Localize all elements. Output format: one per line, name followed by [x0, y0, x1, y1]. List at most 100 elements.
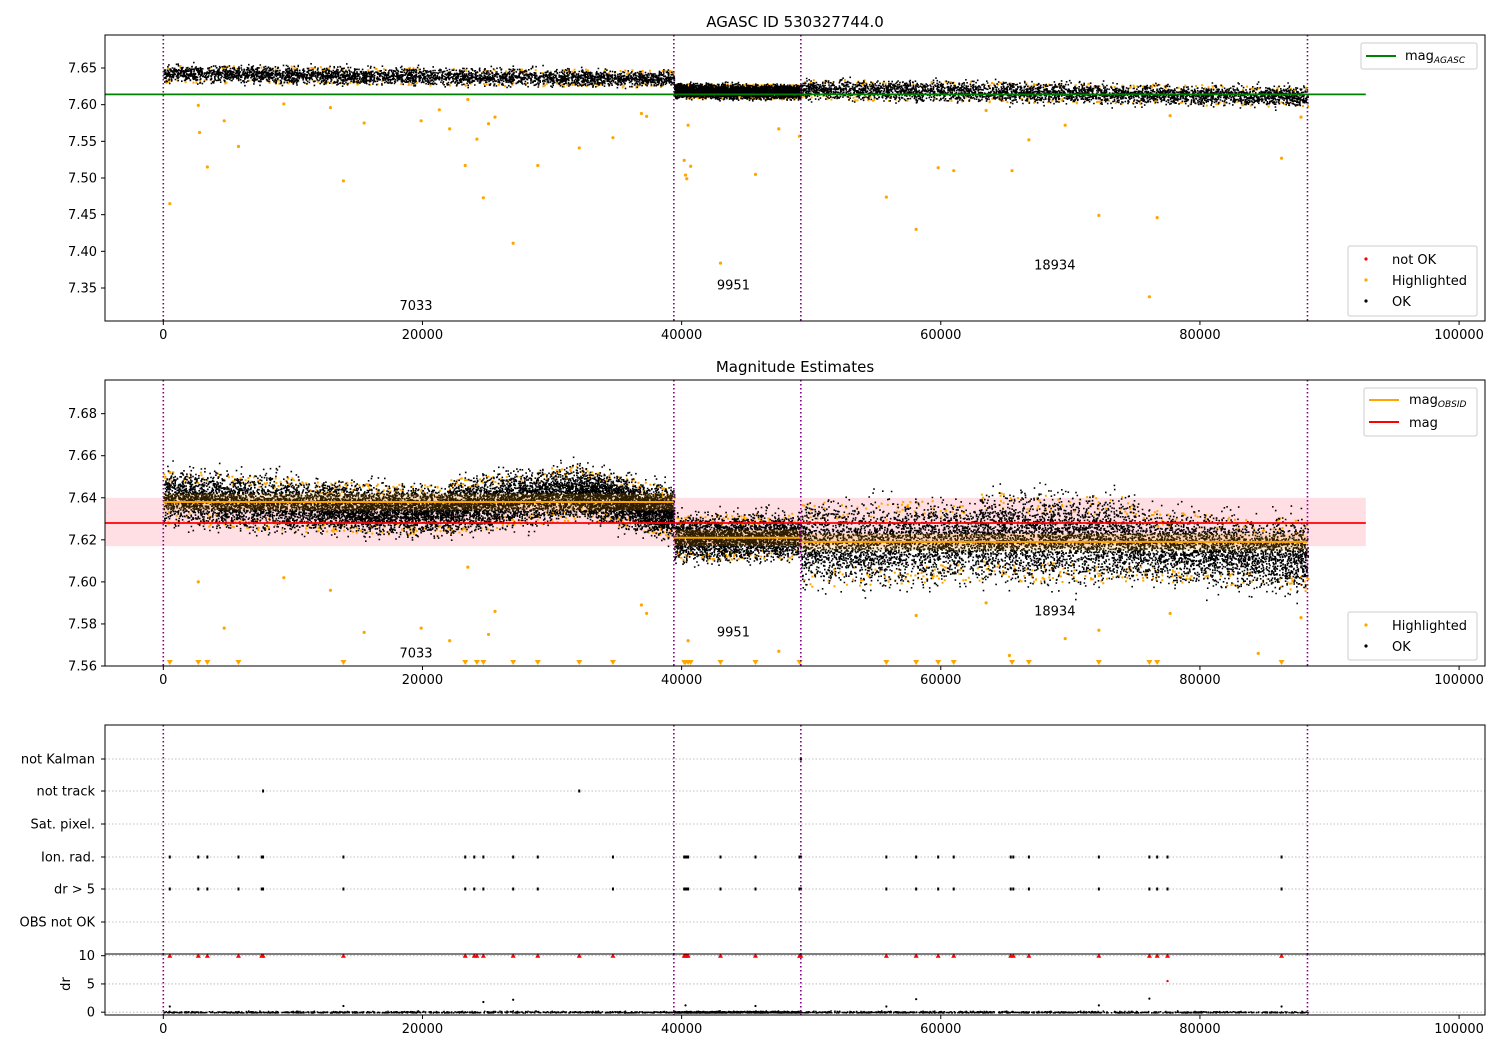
- highlighted-point: [645, 611, 649, 616]
- highlighted-point: [685, 177, 689, 181]
- highlighted-point: [536, 163, 540, 168]
- flag-point: [578, 789, 581, 793]
- legend-not-ok-marker: [1364, 257, 1368, 261]
- highlighted-point: [1097, 213, 1101, 217]
- obsid-label: 9951: [717, 278, 750, 293]
- highlighted-point: [205, 165, 209, 169]
- flag-point: [1012, 855, 1015, 859]
- x-tick-label: 60000: [920, 673, 961, 688]
- highlighted-point: [611, 136, 615, 140]
- flag-point: [611, 887, 614, 891]
- highlighted-point: [328, 588, 333, 592]
- highlighted-point: [984, 601, 988, 605]
- clipped-low-marker: [462, 660, 469, 665]
- clipped-low-marker: [752, 660, 759, 665]
- dr-clipped-high-marker: [195, 953, 201, 958]
- dr-ok-point: [482, 1000, 485, 1004]
- x-tick-label: 100000: [1434, 673, 1484, 688]
- ok-points-cloud: [163, 61, 1309, 111]
- highlighted-point: [686, 123, 690, 127]
- highlighted-point: [645, 114, 649, 118]
- flag-point: [799, 757, 802, 761]
- flag-point: [342, 855, 345, 859]
- dr-clipped-high-marker: [1146, 953, 1152, 958]
- flag-point: [473, 855, 476, 859]
- highlighted-point: [753, 172, 758, 176]
- dr-clipped-high-marker: [474, 953, 480, 958]
- flag-point: [1027, 855, 1030, 859]
- flag-point: [1027, 887, 1030, 891]
- clipped-low-marker: [1025, 660, 1032, 665]
- highlighted-point: [577, 146, 581, 150]
- clipped-low-marker: [576, 660, 583, 665]
- flag-point: [1280, 855, 1283, 859]
- dr-clipped-high-marker: [576, 953, 582, 958]
- flag-point: [1166, 855, 1169, 859]
- dr-ok-point: [1280, 1005, 1283, 1008]
- highlighted-point: [914, 227, 918, 231]
- y-tick-label: 7.65: [68, 62, 97, 77]
- highlighted-point: [914, 613, 918, 618]
- ok-points-cloud: [163, 456, 1309, 605]
- top-legend-agasc: magAGASC: [1360, 42, 1478, 70]
- highlighted-point: [1155, 216, 1159, 220]
- highlighted-point: [222, 626, 226, 630]
- clipped-low-marker: [510, 660, 517, 665]
- clipped-low-marker: [473, 660, 480, 665]
- flag-point: [937, 887, 940, 891]
- highlighted-point: [448, 127, 452, 131]
- dr-clipped-high-marker: [1165, 953, 1171, 958]
- x-tick-label: 40000: [661, 1022, 702, 1037]
- y-tick-label: 7.62: [68, 533, 97, 548]
- flag-point: [262, 789, 265, 793]
- y-tick-label: 7.60: [68, 98, 97, 113]
- obsid-label: 7033: [399, 299, 432, 314]
- dr-clipped-high-marker: [462, 953, 468, 958]
- clipped-low-marker: [883, 660, 890, 665]
- flag-point: [1280, 887, 1283, 891]
- legend-highlighted-marker: [1364, 623, 1368, 627]
- highlighted-point: [952, 169, 956, 173]
- obsid-label: 9951: [717, 626, 750, 641]
- highlighted-point: [282, 576, 286, 580]
- highlighted-point: [639, 603, 644, 607]
- highlighted-point: [639, 111, 644, 116]
- flag-point: [1156, 887, 1159, 891]
- dr-not-ok-point: [1166, 979, 1169, 983]
- flag-point: [262, 887, 265, 891]
- dr-ok-point: [684, 1004, 687, 1007]
- flag-category-label: Ion. rad.: [41, 851, 95, 866]
- flag-point: [1148, 887, 1151, 891]
- highlighted-point: [328, 106, 333, 110]
- flag-point: [168, 855, 171, 859]
- highlighted-point: [493, 609, 497, 613]
- highlighted-point: [1168, 611, 1172, 616]
- dr-clipped-high-marker: [685, 953, 691, 958]
- x-tick-label: 80000: [1179, 673, 1220, 688]
- flag-category-label: dr > 5: [54, 883, 95, 898]
- middle-panel-estimates: Magnitude Estimates 7033 9951 18934 7.56 7.5…: [68, 358, 1486, 688]
- y-tick-label: 7.68: [68, 407, 97, 422]
- highlighted-point: [486, 122, 491, 126]
- flag-point: [1166, 887, 1169, 891]
- highlighted-point: [475, 137, 479, 141]
- flag-point: [1097, 887, 1100, 891]
- highlighted-point: [466, 97, 470, 102]
- legend-ok-label: OK: [1392, 295, 1411, 310]
- clipped-low-marker: [609, 660, 616, 665]
- dr-clipped-high-marker: [167, 953, 173, 958]
- middle-legend-mags: magOBSID mag: [1363, 387, 1478, 437]
- dr-clipped-high-marker: [883, 953, 889, 958]
- flag-point: [1009, 887, 1012, 891]
- top-panel-title: AGASC ID 530327744.0: [706, 13, 884, 31]
- dr-ok-point: [342, 1004, 345, 1008]
- highlighted-point: [683, 173, 688, 177]
- dr-clipped-high-marker: [610, 953, 616, 958]
- highlighted-point: [466, 565, 470, 569]
- flag-category-label: OBS not OK: [20, 916, 96, 931]
- flag-point: [754, 887, 757, 891]
- legend-box: [1360, 42, 1478, 70]
- y-tick-label: 10: [78, 949, 95, 964]
- dr-clipped-high-marker: [204, 953, 210, 958]
- highlighted-point: [936, 166, 940, 170]
